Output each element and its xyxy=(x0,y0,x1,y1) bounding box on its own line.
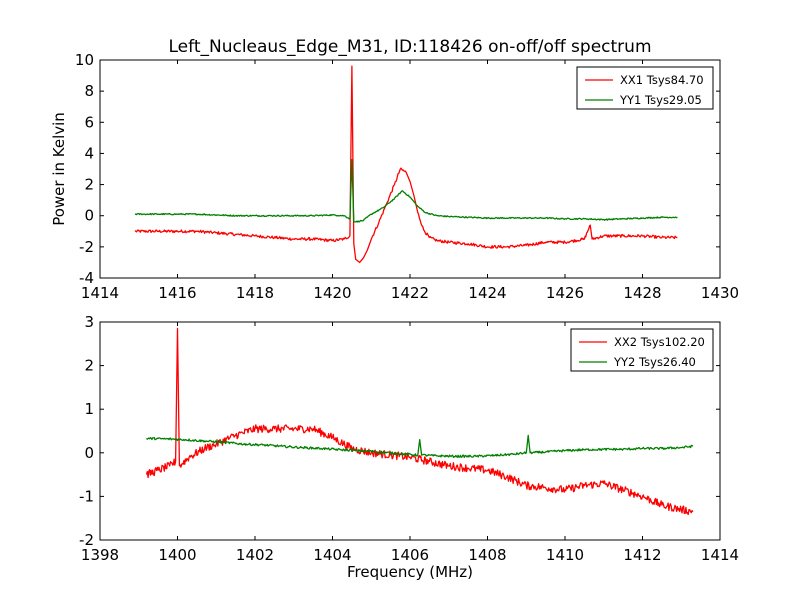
y-tick-label: 2 xyxy=(84,176,94,194)
y-tick-label: 2 xyxy=(84,357,94,375)
legend-label: XX1 Tsys84.70 xyxy=(620,73,704,87)
legend: XX2 Tsys102.20 YY2 Tsys26.40 xyxy=(570,328,714,372)
figure-title: Left_Nucleaus_Edge_M31, ID:118426 on-off… xyxy=(169,37,652,57)
y-tick-label: 4 xyxy=(84,144,94,162)
x-tick-label: 1404 xyxy=(313,546,351,564)
x-tick-label: 1406 xyxy=(391,546,429,564)
x-tick-label: 1418 xyxy=(236,284,274,302)
x-tick-label: 1412 xyxy=(623,546,661,564)
x-tick-label: 1422 xyxy=(391,284,429,302)
y-tick-label: -2 xyxy=(79,531,94,549)
x-tick-label: 1408 xyxy=(468,546,506,564)
y-tick-label: 10 xyxy=(75,51,94,69)
x-tick-label: 1424 xyxy=(468,284,506,302)
series-line-yy2 xyxy=(146,434,694,459)
y-axis-label: Power in Kelvin xyxy=(50,112,68,226)
y-tick-label: -4 xyxy=(79,269,94,287)
legend: XX1 Tsys84.70 YY1 Tsys29.05 xyxy=(576,66,714,110)
x-tick-label: 1414 xyxy=(701,546,739,564)
top-panel: 1414 1416 1418 1420 1422 1424 1426 1428 1430 -4 -2… xyxy=(50,51,739,302)
y-tick-label: 1 xyxy=(84,400,94,418)
x-tick-label: 1426 xyxy=(546,284,584,302)
x-tick-label: 1410 xyxy=(546,546,584,564)
bottom-panel: 1398 1400 1402 1404 1406 1408 1410 1412 1414 -2 -1… xyxy=(79,313,739,581)
y-tick-label: -1 xyxy=(79,487,94,505)
x-tick-label: 1428 xyxy=(623,284,661,302)
y-tick-label: 6 xyxy=(84,113,94,131)
x-tick-label: 1430 xyxy=(701,284,739,302)
x-axis-label: Frequency (MHz) xyxy=(347,563,473,581)
x-tick-label: 1400 xyxy=(158,546,196,564)
y-tick-label: 3 xyxy=(84,313,94,331)
legend-label: YY1 Tsys29.05 xyxy=(619,93,702,107)
legend-label: XX2 Tsys102.20 xyxy=(614,335,705,349)
y-tick-label: 8 xyxy=(84,82,94,100)
y-tick-label: 0 xyxy=(84,444,94,462)
x-tick-label: 1402 xyxy=(236,546,274,564)
series-line-xx1 xyxy=(134,65,678,264)
y-tick-label: -2 xyxy=(79,238,94,256)
x-tick-label: 1416 xyxy=(158,284,196,302)
x-tick-label: 1398 xyxy=(81,546,119,564)
legend-label: YY2 Tsys26.40 xyxy=(613,355,696,369)
series-line-xx2 xyxy=(145,327,694,516)
series-line-yy1 xyxy=(134,159,678,223)
y-tick-label: 0 xyxy=(84,207,94,225)
x-tick-label: 1414 xyxy=(81,284,119,302)
x-tick-label: 1420 xyxy=(313,284,351,302)
